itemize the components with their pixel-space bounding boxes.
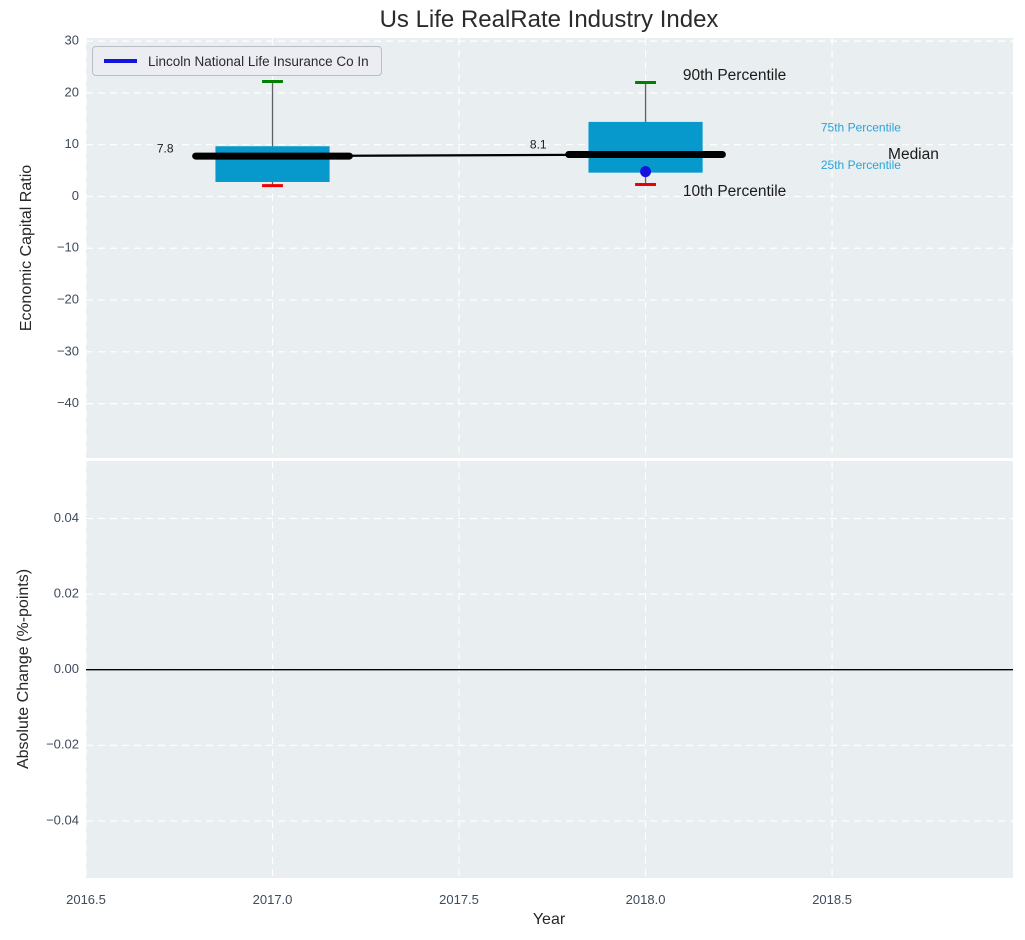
- annotation-label: 8.1: [530, 137, 547, 151]
- y-tick-label: 0.04: [54, 510, 79, 525]
- y-axis-label-bottom: Absolute Change (%-points): [15, 569, 33, 769]
- chart-title: Us Life RealRate Industry Index: [380, 6, 719, 34]
- y-tick-label: −0.04: [46, 812, 79, 827]
- percentile-box: [588, 122, 702, 173]
- x-tick-label: 2017.0: [253, 892, 293, 907]
- y-tick-label: −20: [57, 291, 79, 306]
- annotation-label: 90th Percentile: [683, 67, 786, 84]
- x-tick-label: 2018.5: [812, 892, 852, 907]
- annotation-label: 7.8: [157, 142, 174, 156]
- annotation-label: 75th Percentile: [821, 120, 901, 134]
- legend-line-sample: [104, 59, 137, 63]
- x-tick-label: 2016.5: [66, 892, 106, 907]
- y-tick-label: 30: [65, 33, 79, 48]
- legend: Lincoln National Life Insurance Co In: [92, 46, 382, 76]
- y-tick-label: 20: [65, 84, 79, 99]
- y-tick-label: 0.02: [54, 586, 79, 601]
- y-tick-label: −0.02: [46, 737, 79, 752]
- y-tick-label: −40: [57, 395, 79, 410]
- y-tick-label: −30: [57, 343, 79, 358]
- figure: 7.88.190th Percentile75th PercentileMedi…: [0, 0, 1025, 940]
- company-data-point: [640, 166, 651, 177]
- annotation-label: 25th Percentile: [821, 158, 901, 172]
- x-tick-label: 2018.0: [626, 892, 666, 907]
- x-tick-label: 2017.5: [439, 892, 479, 907]
- chart-canvas: 7.88.190th Percentile75th PercentileMedi…: [0, 0, 1025, 940]
- y-tick-label: −10: [57, 240, 79, 255]
- x-axis-label: Year: [533, 911, 565, 929]
- y-axis-label-top: Economic Capital Ratio: [18, 165, 36, 331]
- annotation-label: 10th Percentile: [683, 183, 786, 200]
- legend-label: Lincoln National Life Insurance Co In: [148, 54, 369, 69]
- y-tick-label: 10: [65, 136, 79, 151]
- percentile-box: [215, 146, 329, 182]
- y-tick-label: 0: [72, 188, 79, 203]
- y-tick-label: 0.00: [54, 661, 79, 676]
